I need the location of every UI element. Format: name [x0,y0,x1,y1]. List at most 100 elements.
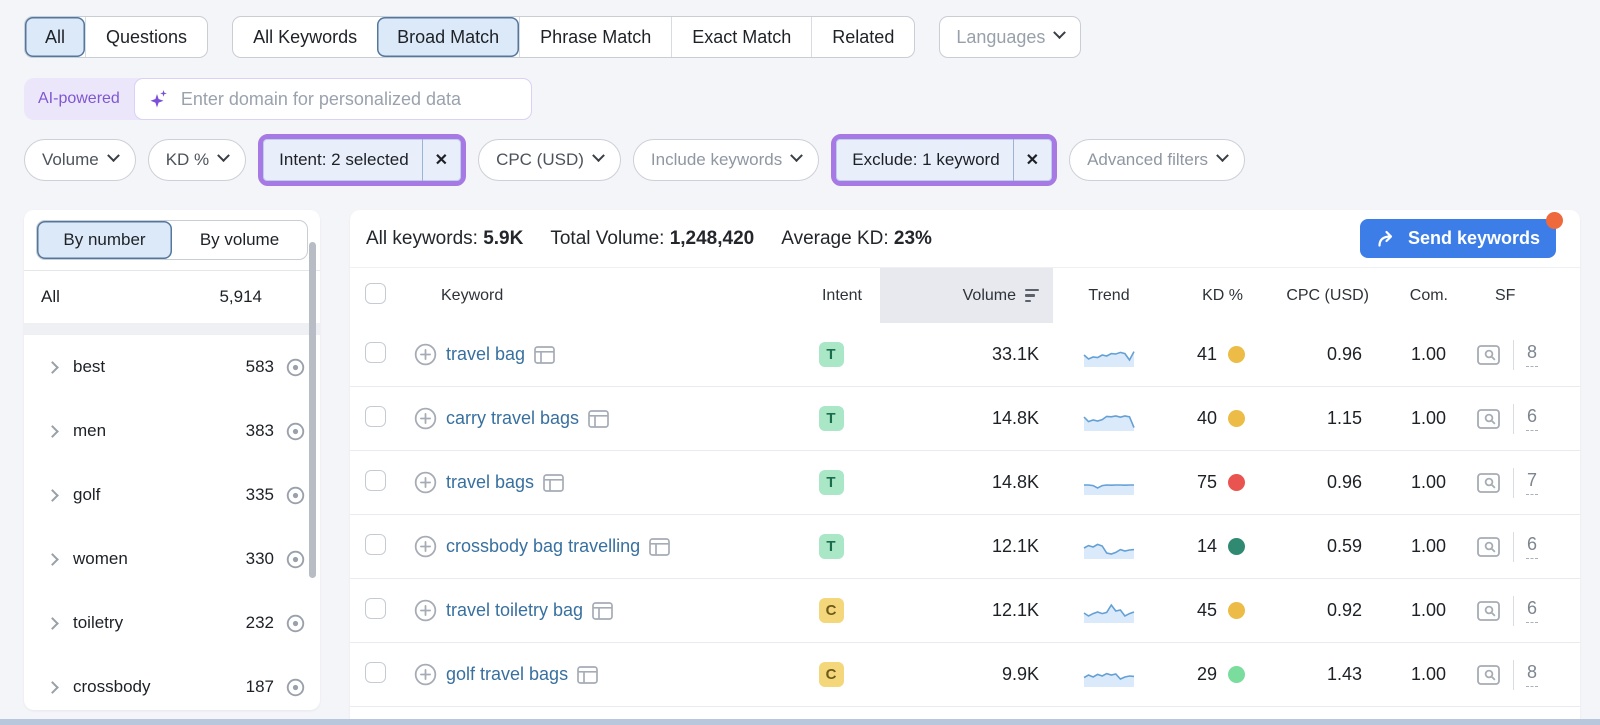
chevron-right-icon[interactable] [46,680,59,694]
chevron-right-icon[interactable] [46,488,59,502]
keyword-link[interactable]: travel toiletry bag [446,600,584,620]
include-keywords-dropdown[interactable]: Include keywords [632,139,820,181]
eye-icon[interactable] [285,613,306,634]
cpc-value: 0.92 [1326,600,1362,620]
sidebar-group-best[interactable]: best 583 [24,335,320,399]
keyword-link[interactable]: carry travel bags [446,408,580,428]
advanced-filters-dropdown[interactable]: Advanced filters [1069,139,1246,181]
row-checkbox[interactable] [365,661,386,683]
serp-features-icon[interactable] [1477,344,1500,365]
eye-icon[interactable] [285,421,306,442]
serp-features-icon[interactable] [1477,664,1500,685]
header-keyword[interactable]: Keyword [441,286,504,304]
group-count: 187 [245,677,274,696]
table-body: travel bag T 33.1K 41 0.96 1.00 8 ca [350,323,1580,707]
header-com[interactable]: Com. [1409,286,1448,304]
add-keyword-icon[interactable] [414,535,437,558]
domain-input[interactable]: Enter domain for personalized data [133,78,532,120]
group-label: best [73,357,106,376]
keyword-link[interactable]: travel bags [446,472,535,492]
domain-input-placeholder: Enter domain for personalized data [180,88,461,109]
tab-broad-match[interactable]: Broad Match [377,17,520,57]
serp-features-icon[interactable] [1477,408,1500,429]
header-trend[interactable]: Trend [1088,286,1130,304]
add-keyword-icon[interactable] [414,343,437,366]
tab-phrase-match[interactable]: Phrase Match [519,17,671,57]
com-value: 1.00 [1410,664,1446,684]
header-sf[interactable]: SF [1495,286,1516,304]
tab-all-keywords[interactable]: All Keywords [253,26,358,47]
keyword-link[interactable]: golf travel bags [446,664,569,684]
intent-badge[interactable]: T [818,342,844,367]
serp-preview-icon[interactable] [588,409,609,428]
tab-questions[interactable]: Questions [85,17,207,57]
sidebar-group-toiletry[interactable]: toiletry 232 [24,591,320,655]
sf-count[interactable]: 7 [1526,470,1539,495]
sf-count[interactable]: 6 [1526,534,1539,559]
tab-exact-match[interactable]: Exact Match [671,17,811,57]
sidebar-scrollbar[interactable] [309,242,316,578]
row-checkbox[interactable] [365,469,386,491]
sidebar-group-crossbody[interactable]: crossbody 187 [24,655,320,710]
sidebar-group-women[interactable]: women 330 [24,527,320,591]
kd-filter-dropdown[interactable]: KD % [147,139,247,181]
row-checkbox[interactable] [365,341,386,363]
eye-icon[interactable] [285,677,306,698]
kd-dot [1228,410,1245,427]
serp-preview-icon[interactable] [592,601,613,620]
intent-badge[interactable]: C [818,598,844,623]
row-checkbox[interactable] [365,533,386,555]
cpc-filter-dropdown[interactable]: CPC (USD) [478,139,621,181]
add-keyword-icon[interactable] [414,471,437,494]
eye-icon[interactable] [285,357,306,378]
cpc-filter-label: CPC (USD) [496,150,584,169]
header-volume[interactable]: Volume [880,268,1053,323]
chevron-right-icon[interactable] [46,616,59,630]
tab-all[interactable]: All [25,17,86,57]
sidebar-group-men[interactable]: men 383 [24,399,320,463]
select-all-checkbox[interactable] [365,282,386,304]
keyword-link[interactable]: crossbody bag travelling [446,536,641,556]
exclude-filter-chip[interactable]: Exclude: 1 keyword ✕ [836,139,1053,181]
add-keyword-icon[interactable] [414,599,437,622]
intent-badge[interactable]: T [818,470,844,495]
chevron-right-icon[interactable] [46,424,59,438]
intent-badge[interactable]: T [818,406,844,431]
chevron-right-icon[interactable] [46,552,59,566]
send-keywords-button[interactable]: Send keywords [1359,219,1556,258]
intent-filter-chip[interactable]: Intent: 2 selected ✕ [263,139,462,181]
serp-features-icon[interactable] [1477,600,1500,621]
intent-badge[interactable]: T [818,534,844,559]
serp-features-icon[interactable] [1477,536,1500,557]
add-keyword-icon[interactable] [414,663,437,686]
sidebar-group-golf[interactable]: golf 335 [24,463,320,527]
clear-exclude-filter-icon[interactable]: ✕ [1025,152,1040,169]
add-keyword-icon[interactable] [414,407,437,430]
serp-preview-icon[interactable] [543,473,564,492]
keyword-link[interactable]: travel bag [446,344,526,364]
sf-count[interactable]: 8 [1526,342,1539,367]
serp-preview-icon[interactable] [534,345,555,364]
languages-dropdown[interactable]: Languages [939,16,1082,58]
header-intent[interactable]: Intent [821,286,862,304]
serp-preview-icon[interactable] [577,665,598,684]
eye-icon[interactable] [285,485,306,506]
sf-count[interactable]: 6 [1526,598,1539,623]
serp-preview-icon[interactable] [649,537,670,556]
toggle-by-number[interactable]: By number [37,221,172,259]
serp-features-icon[interactable] [1477,472,1500,493]
row-checkbox[interactable] [365,597,386,619]
header-cpc[interactable]: CPC (USD) [1286,286,1369,304]
clear-intent-filter-icon[interactable]: ✕ [434,152,449,169]
header-kd[interactable]: KD % [1202,286,1243,304]
sf-count[interactable]: 6 [1526,406,1539,431]
chevron-right-icon[interactable] [46,360,59,374]
row-checkbox[interactable] [365,405,386,427]
volume-filter-dropdown[interactable]: Volume [24,139,136,181]
tab-related[interactable]: Related [811,17,914,57]
sidebar-item-all[interactable]: All 5,914 [24,271,320,323]
intent-badge[interactable]: C [818,662,844,687]
toggle-by-volume[interactable]: By volume [199,230,280,249]
eye-icon[interactable] [285,549,306,570]
sf-count[interactable]: 8 [1526,662,1539,687]
